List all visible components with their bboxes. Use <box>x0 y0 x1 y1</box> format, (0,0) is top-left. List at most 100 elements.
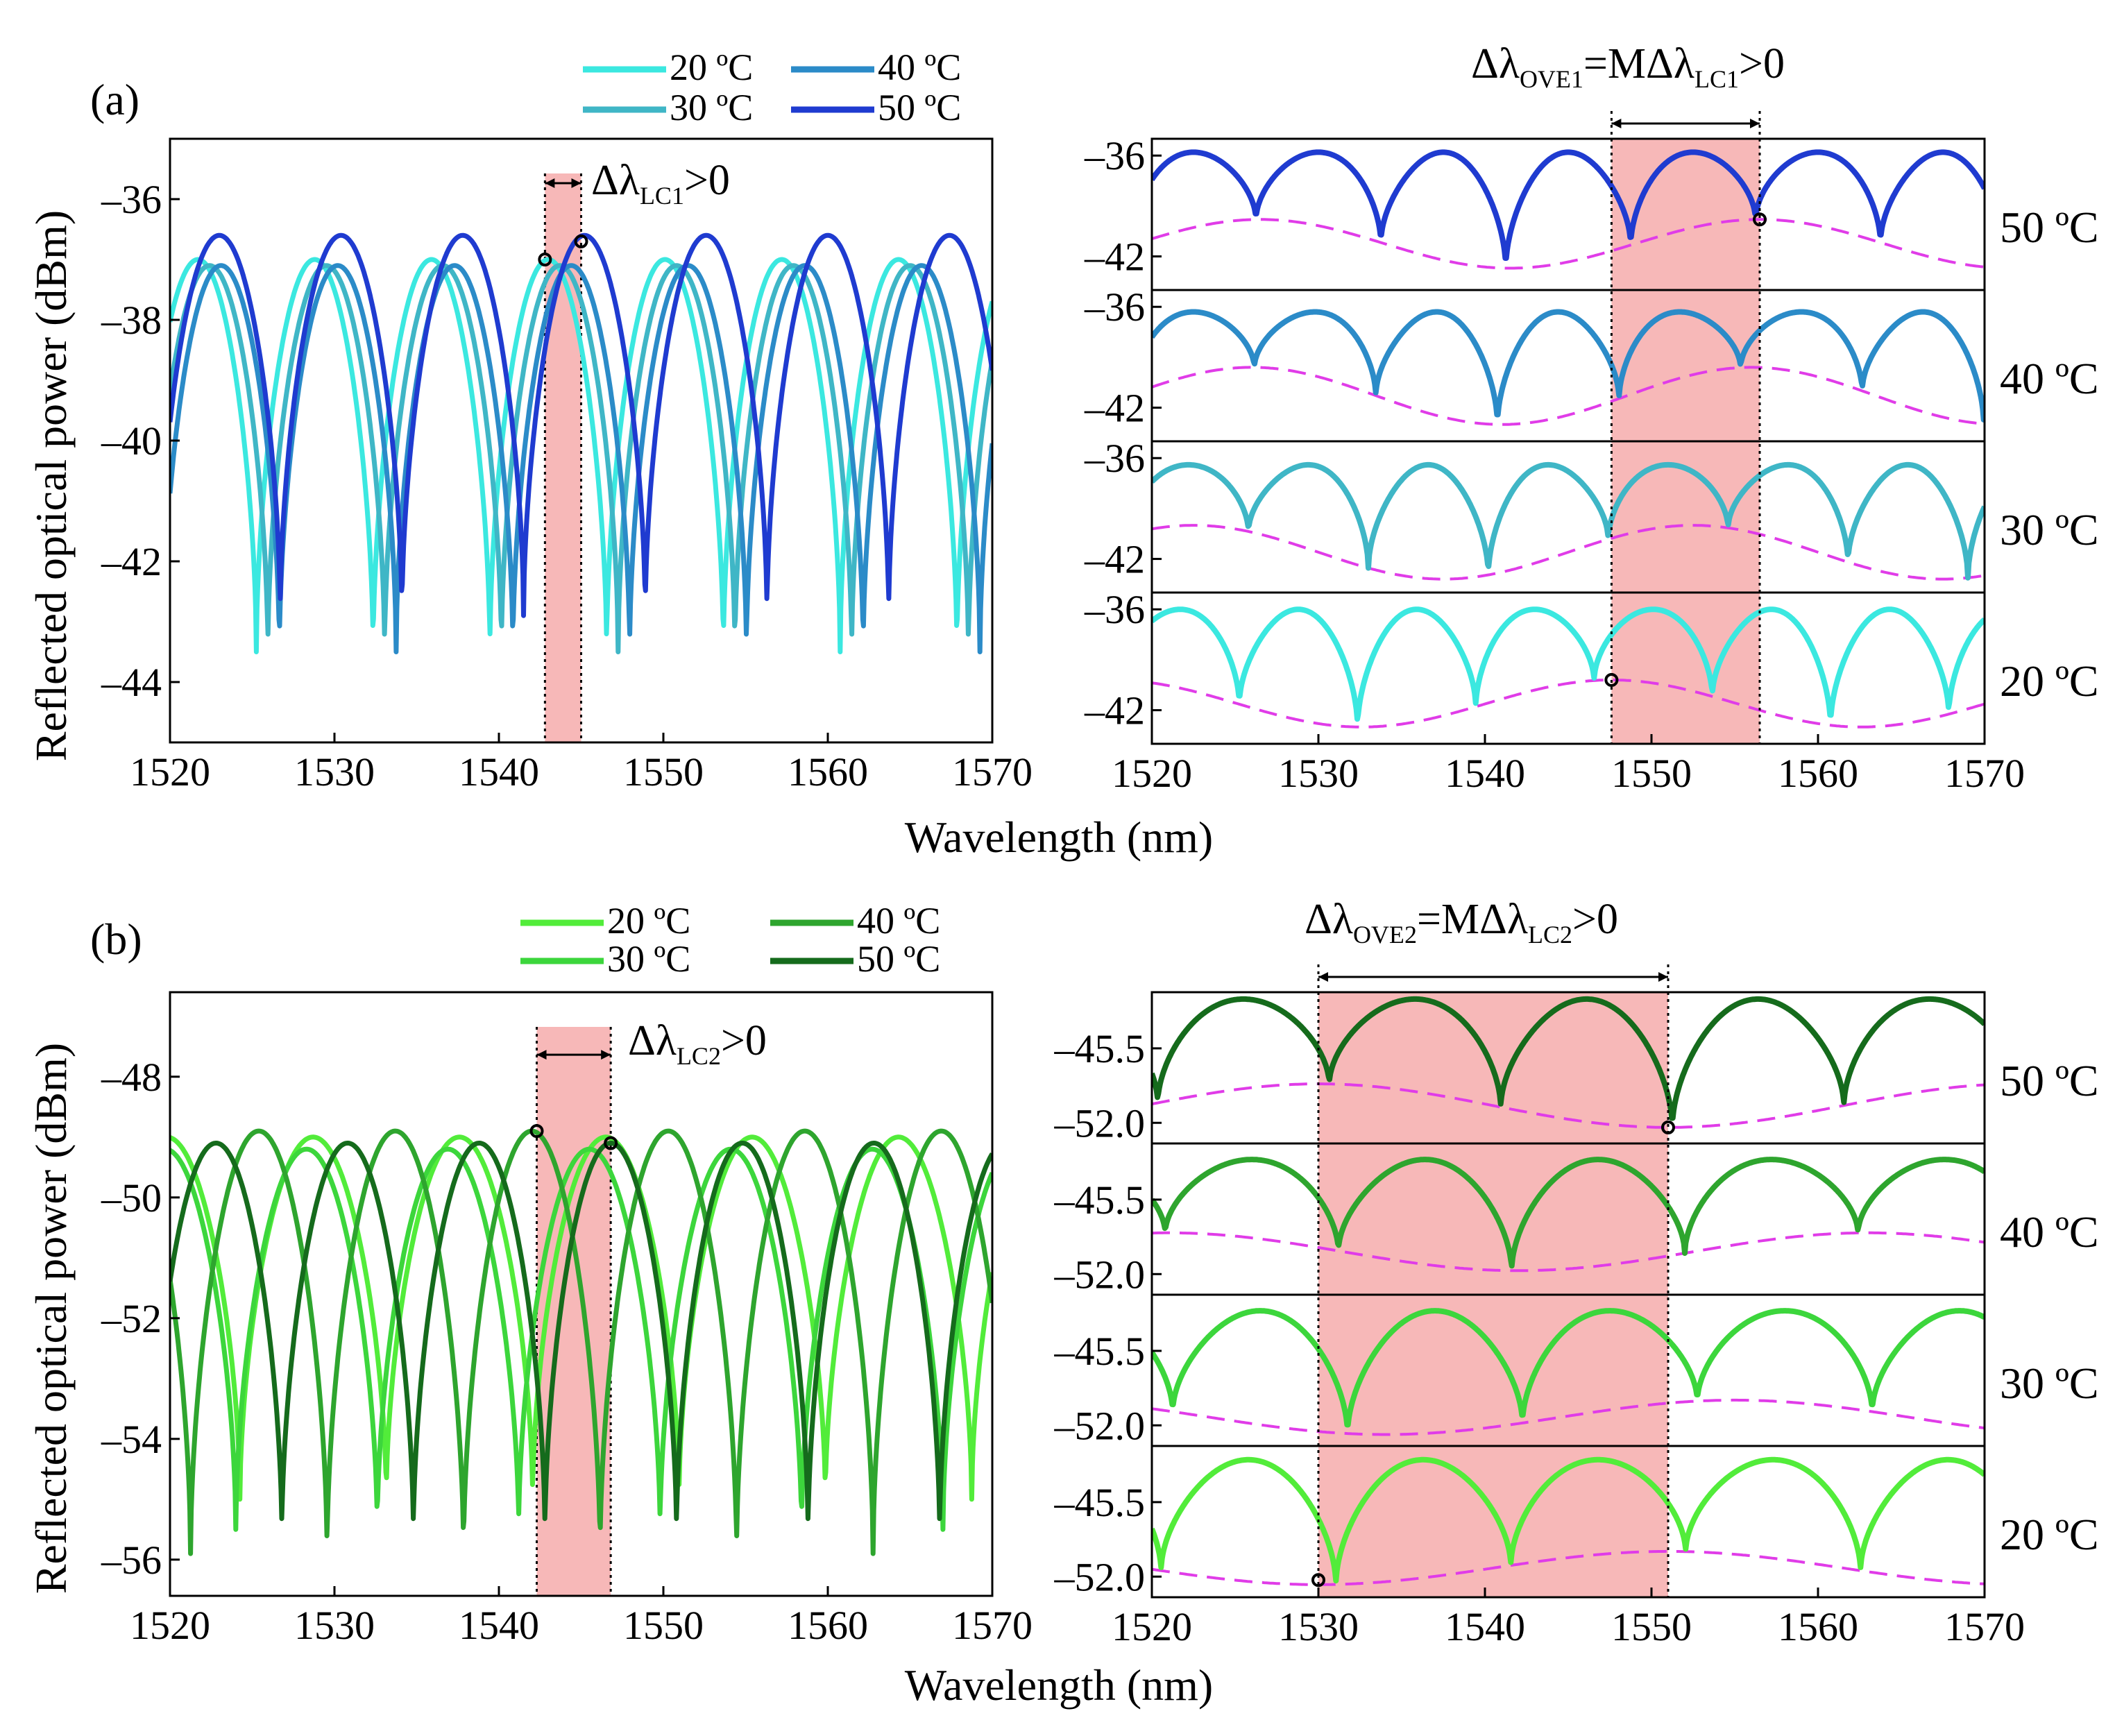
y-tick-label: –52.0 <box>1054 1403 1146 1448</box>
subplot-series-line <box>1152 309 1985 423</box>
subplot-temperature-label: 20 ºC <box>2000 1510 2099 1559</box>
x-tick-label: 1540 <box>1445 751 1525 796</box>
x-tick-label: 1530 <box>294 1603 375 1648</box>
subplot-temperature-label: 20 ºC <box>2000 656 2099 706</box>
envelope-line <box>1152 679 1985 729</box>
x-tick-label: 1540 <box>1445 1604 1525 1649</box>
y-tick-label: –56 <box>101 1538 162 1583</box>
peak-marker <box>574 234 588 248</box>
x-tick-label: 1550 <box>1611 1604 1692 1649</box>
subplot-series-line <box>1152 1456 1985 1584</box>
panel-b-label: (b) <box>90 914 142 964</box>
peak-marker <box>604 1136 618 1150</box>
subplot-frame <box>1150 137 1986 291</box>
series-line-1 <box>170 1134 992 1502</box>
y-tick-label: –42 <box>1084 688 1145 733</box>
x-tick-label: 1570 <box>1944 751 2025 796</box>
x-tick-label: 1560 <box>788 1603 868 1648</box>
y-tick-label: –45.5 <box>1054 1177 1146 1223</box>
y-tick-label: –48 <box>101 1055 162 1100</box>
legend-b: 20 ºC 30 ºC 40 ºC 50 ºC <box>520 900 940 980</box>
y-tick-label: –54 <box>101 1417 162 1462</box>
envelope-marker <box>1753 212 1767 227</box>
x-tick-label: 1550 <box>623 749 704 794</box>
subplot-series-line <box>1152 606 1985 722</box>
subplot-series-line <box>1152 1308 1985 1428</box>
y-tick-label: –40 <box>101 418 162 463</box>
x-tick-label: 1550 <box>623 1603 704 1648</box>
legend-b-label-50: 50 ºC <box>857 938 940 980</box>
envelope-line <box>1152 218 1985 270</box>
y-tick-label: –52.0 <box>1054 1252 1146 1297</box>
ylabel-a: Reflected optical power (dBm) <box>26 210 76 761</box>
envelope-line <box>1152 524 1985 581</box>
legend-a: 20 ºC 30 ºC 40 ºC 50 ºC <box>583 46 961 128</box>
subplot-temperature-label: 40 ºC <box>2000 354 2099 403</box>
legend-a-label-20: 20 ºC <box>670 46 753 88</box>
subplot-temperature-label: 30 ºC <box>2000 1359 2099 1408</box>
ylabel-b: Reflected optical power (dBm) <box>26 1043 76 1594</box>
subplot-series-line <box>1152 996 1985 1121</box>
y-tick-label: –36 <box>101 177 162 222</box>
plot-frame <box>169 991 994 1597</box>
x-tick-label: 1540 <box>459 749 539 794</box>
envelope-line <box>1152 366 1985 426</box>
annotation-b-right: ΔλOVE2=MΔλLC2>0 <box>1305 896 1618 948</box>
subplot-frame <box>1150 591 1986 745</box>
legend-b-label-20: 20 ºC <box>607 900 690 942</box>
legend-a-label-50: 50 ºC <box>878 87 961 128</box>
y-tick-label: –45.5 <box>1054 1329 1146 1374</box>
x-tick-label: 1520 <box>1112 751 1192 796</box>
x-tick-label: 1530 <box>1278 1604 1359 1649</box>
shift-arrowheads <box>545 178 581 188</box>
subplot-temperature-label: 30 ºC <box>2000 505 2099 554</box>
y-tick-label: –50 <box>101 1175 162 1220</box>
x-tick-label: 1550 <box>1611 751 1692 796</box>
y-tick-label: –45.5 <box>1054 1480 1146 1525</box>
subplot-series-line <box>1152 149 1985 261</box>
subplot-series-line <box>1152 1157 1985 1269</box>
series-line-3 <box>170 263 992 654</box>
x-tick-label: 1530 <box>294 749 375 794</box>
y-tick-label: –42 <box>1084 386 1145 431</box>
y-tick-label: –52.0 <box>1054 1100 1146 1146</box>
y-tick-label: –42 <box>1084 235 1145 280</box>
envelope-line <box>1152 1549 1985 1586</box>
panel-a-label: (a) <box>90 75 139 124</box>
y-tick-label: –36 <box>1084 436 1145 481</box>
x-tick-label: 1530 <box>1278 751 1359 796</box>
x-tick-label: 1570 <box>952 749 1033 794</box>
y-tick-label: –38 <box>101 298 162 343</box>
x-tick-label: 1560 <box>1778 751 1858 796</box>
y-tick-label: –42 <box>1084 537 1145 582</box>
peak-marker <box>538 253 552 266</box>
annotation-a-left: ΔλLC1>0 <box>591 157 730 210</box>
series-line-3 <box>170 1128 992 1556</box>
y-tick-label: –52 <box>101 1296 162 1341</box>
annotation-a-right: ΔλOVE1=MΔλLC1>0 <box>1471 40 1785 93</box>
subplot-temperature-label: 40 ºC <box>2000 1207 2099 1257</box>
subplot-series-line <box>1152 461 1985 581</box>
subplot-frame <box>1150 1445 1986 1599</box>
x-tick-label: 1570 <box>952 1603 1033 1648</box>
chart-b-right: –45.5 –52.0 50 ºC –45.5 –52.0 40 ºC –45.5 –52.0… <box>1054 964 2099 1649</box>
x-tick-label: 1520 <box>130 1603 210 1648</box>
y-tick-label: –42 <box>101 539 162 584</box>
legend-a-label-30: 30 ºC <box>670 87 753 128</box>
x-tick-label: 1540 <box>459 1603 539 1648</box>
chart-a-left: 1520 1530 1540 1550 1560 1570 –44 –42 –40 –38 –36 <box>101 137 1033 794</box>
y-tick-label: –36 <box>1084 284 1145 330</box>
y-tick-label: –36 <box>1084 587 1145 632</box>
series-line-1 <box>170 257 992 654</box>
annotation-b-left: ΔλLC2>0 <box>628 1017 767 1070</box>
xlabel-b: Wavelength (nm) <box>905 1660 1213 1710</box>
x-tick-label: 1570 <box>1944 1604 2025 1649</box>
x-tick-label: 1520 <box>1112 1604 1192 1649</box>
envelope-line <box>1152 1231 1985 1273</box>
subplot-temperature-label: 50 ºC <box>2000 203 2099 252</box>
legend-a-label-40: 40 ºC <box>878 46 961 88</box>
chart-b-left: 1520 1530 1540 1550 1560 1570 –56 –54 –52 –50 –48 <box>101 991 1033 1648</box>
envelope-line <box>1152 1398 1985 1436</box>
